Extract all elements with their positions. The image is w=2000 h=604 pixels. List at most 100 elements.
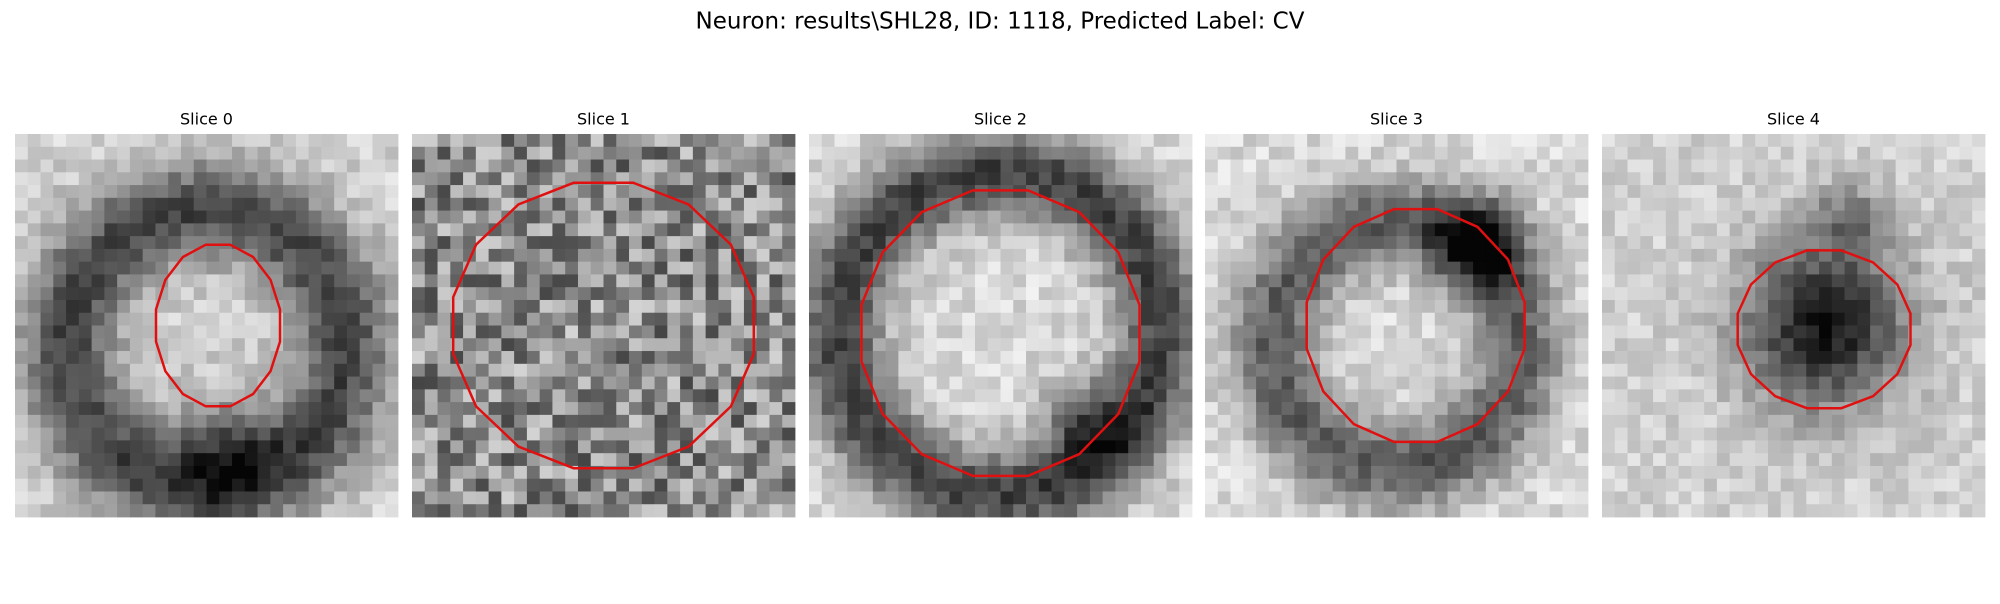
pixel [1179, 440, 1193, 454]
pixel [782, 427, 796, 441]
pixel [1742, 389, 1756, 403]
pixel [1051, 465, 1065, 480]
pixel [488, 414, 502, 429]
pixel [769, 376, 783, 390]
pixel [155, 465, 169, 480]
pixel [40, 351, 54, 365]
pixel [1793, 491, 1807, 505]
pixel [450, 427, 464, 441]
pixel [180, 491, 195, 505]
pixel [1345, 248, 1359, 263]
pixel [923, 504, 938, 518]
pixel [1498, 363, 1512, 377]
pixel [1614, 261, 1628, 275]
pixel [743, 197, 758, 211]
pixel [526, 402, 541, 416]
pixel [232, 287, 246, 301]
pixel [603, 414, 617, 429]
pixel [117, 210, 131, 224]
pixel [1691, 504, 1705, 518]
pixel [359, 236, 373, 250]
pixel [27, 491, 41, 505]
pixel [1627, 261, 1641, 275]
pixel [180, 299, 195, 314]
pixel [1256, 261, 1270, 275]
pixel [501, 312, 515, 326]
pixel [1409, 146, 1423, 160]
pixel [1882, 338, 1897, 352]
pixel [1128, 185, 1142, 199]
pixel [782, 453, 796, 467]
pixel [1460, 261, 1474, 275]
pixel [962, 504, 976, 518]
pixel [769, 261, 783, 275]
pixel [104, 248, 118, 263]
pixel [232, 172, 246, 186]
pixel [1729, 414, 1743, 429]
pixel [346, 185, 361, 199]
pixel [1908, 453, 1922, 467]
pixel [142, 261, 156, 275]
pixel [1205, 453, 1219, 467]
pixel [321, 504, 335, 518]
pixel [821, 299, 835, 314]
pixel [974, 210, 989, 224]
pixel [1602, 363, 1616, 377]
pixel [847, 299, 861, 314]
pixel [244, 210, 258, 224]
pixel [1653, 325, 1667, 339]
pixel [616, 134, 630, 148]
pixel [1729, 491, 1743, 505]
pixel [437, 402, 451, 416]
pixel [450, 172, 464, 186]
pixel [424, 363, 438, 377]
pixel [565, 236, 579, 250]
pixel [1498, 351, 1512, 365]
pixel [475, 389, 489, 403]
pixel [1882, 491, 1897, 505]
pixel [1115, 351, 1129, 365]
pixel [1332, 389, 1346, 403]
pixel [1422, 478, 1436, 492]
pixel [1882, 427, 1897, 441]
pixel [705, 312, 719, 326]
pixel [1089, 376, 1104, 390]
pixel [1064, 478, 1078, 492]
pixel [219, 146, 233, 160]
pixel [385, 351, 399, 365]
pixel [552, 338, 566, 352]
pixel [590, 134, 604, 148]
pixel [372, 261, 386, 275]
pixel [15, 453, 29, 467]
pixel [616, 299, 630, 314]
pixel [911, 491, 925, 505]
pixel [782, 210, 796, 224]
pixel [219, 261, 233, 275]
pixel [1256, 478, 1270, 492]
pixel [743, 185, 758, 199]
pixel [501, 465, 515, 480]
pixel [1806, 248, 1820, 263]
pixel [1780, 465, 1794, 480]
pixel [1895, 185, 1909, 199]
pixel [308, 491, 322, 505]
pixel [1882, 274, 1897, 288]
pixel [1460, 325, 1474, 339]
pixel [129, 185, 144, 199]
pixel [1921, 197, 1935, 211]
pixel [809, 312, 823, 326]
pixel [705, 261, 719, 275]
pixel [27, 312, 41, 326]
pixel [1819, 389, 1833, 403]
pixel [1294, 389, 1308, 403]
pixel [1026, 134, 1040, 148]
pixel [1614, 274, 1628, 288]
pixel [1536, 338, 1551, 352]
pixel [1243, 402, 1257, 416]
pixel [1485, 389, 1500, 403]
pixel [1857, 504, 1871, 518]
pixel [1627, 440, 1641, 454]
pixel [1549, 134, 1563, 148]
pixel [590, 338, 604, 352]
pixel [1473, 134, 1487, 148]
